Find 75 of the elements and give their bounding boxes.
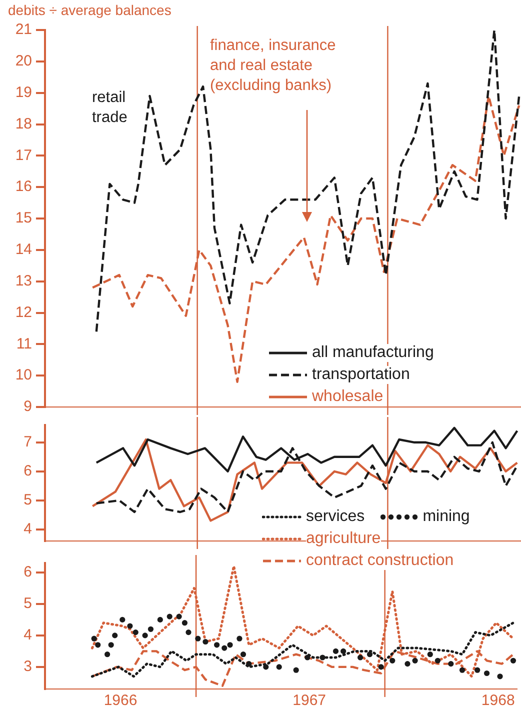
point <box>202 638 208 645</box>
y-tick-label: 13 <box>15 272 32 290</box>
point <box>186 630 192 636</box>
y-tick-label: 6 <box>24 564 32 581</box>
y-tick-label: 14 <box>15 241 32 258</box>
point <box>293 667 299 673</box>
y-tick-label: 7 <box>24 434 32 451</box>
point <box>227 642 233 648</box>
x-tick-label: 1966 <box>104 692 138 710</box>
y-tick-label: 9 <box>24 398 32 416</box>
point <box>127 623 133 629</box>
point <box>195 636 201 642</box>
legend-label: mining <box>422 508 470 526</box>
point <box>276 664 282 670</box>
point <box>332 648 339 654</box>
y-tick-label: 11 <box>16 335 32 352</box>
y-tick-label: 12 <box>15 304 32 321</box>
line-series <box>90 622 514 678</box>
y-tick-label: 10 <box>15 366 32 384</box>
point <box>214 642 220 648</box>
point <box>474 667 480 673</box>
legend-label: services <box>306 508 365 526</box>
point <box>497 674 503 680</box>
point <box>120 616 126 622</box>
point <box>95 642 101 648</box>
point <box>108 642 114 648</box>
y-tick-label: 3 <box>24 658 32 676</box>
point <box>176 614 182 620</box>
y-tick-label: 4 <box>24 520 32 538</box>
y-tick-label: 16 <box>15 178 32 196</box>
series-label: retail trade <box>92 88 128 128</box>
x-tick-label: 1967 <box>292 692 326 710</box>
point <box>448 661 454 667</box>
y-tick-label: 15 <box>15 210 32 227</box>
legend-label: all manufacturing <box>312 344 434 362</box>
point <box>427 652 433 658</box>
point <box>412 658 418 664</box>
point <box>240 652 246 658</box>
legend-label: agriculture <box>306 530 381 548</box>
point <box>182 620 188 626</box>
point <box>222 645 228 651</box>
point <box>390 658 396 664</box>
point <box>434 658 441 664</box>
point <box>366 652 373 658</box>
legend-label: wholesale <box>312 388 384 406</box>
point <box>484 670 490 676</box>
point <box>404 661 410 667</box>
y-tick-label: 5 <box>24 492 32 509</box>
y-tick-label: 4 <box>24 626 32 644</box>
y-tick-label: 21 <box>15 21 32 38</box>
y-tick-label: 5 <box>24 595 32 612</box>
legend-label: transportation <box>312 366 410 384</box>
point <box>112 632 118 638</box>
y-tick-label: 18 <box>15 115 32 132</box>
y-tick-label: 19 <box>15 84 32 101</box>
y-tick-label: 20 <box>15 52 32 70</box>
point <box>378 664 384 670</box>
point <box>148 626 154 632</box>
point <box>236 636 242 642</box>
point <box>142 632 148 638</box>
y-tick-label: 17 <box>15 146 32 164</box>
point <box>340 648 346 654</box>
x-tick-label: 1968 <box>481 692 515 710</box>
point <box>104 652 110 658</box>
point <box>510 658 516 664</box>
point <box>459 667 466 673</box>
point <box>357 654 364 660</box>
point <box>157 616 163 622</box>
point <box>91 636 97 642</box>
point <box>132 630 138 636</box>
legend-label: contract construction <box>306 552 454 570</box>
y-axis-title: debits ÷ average balances <box>8 2 172 18</box>
text: finance, insurance and real estate (excluding banks) <box>210 36 337 96</box>
point <box>166 614 172 620</box>
y-tick-label: 6 <box>24 462 32 480</box>
